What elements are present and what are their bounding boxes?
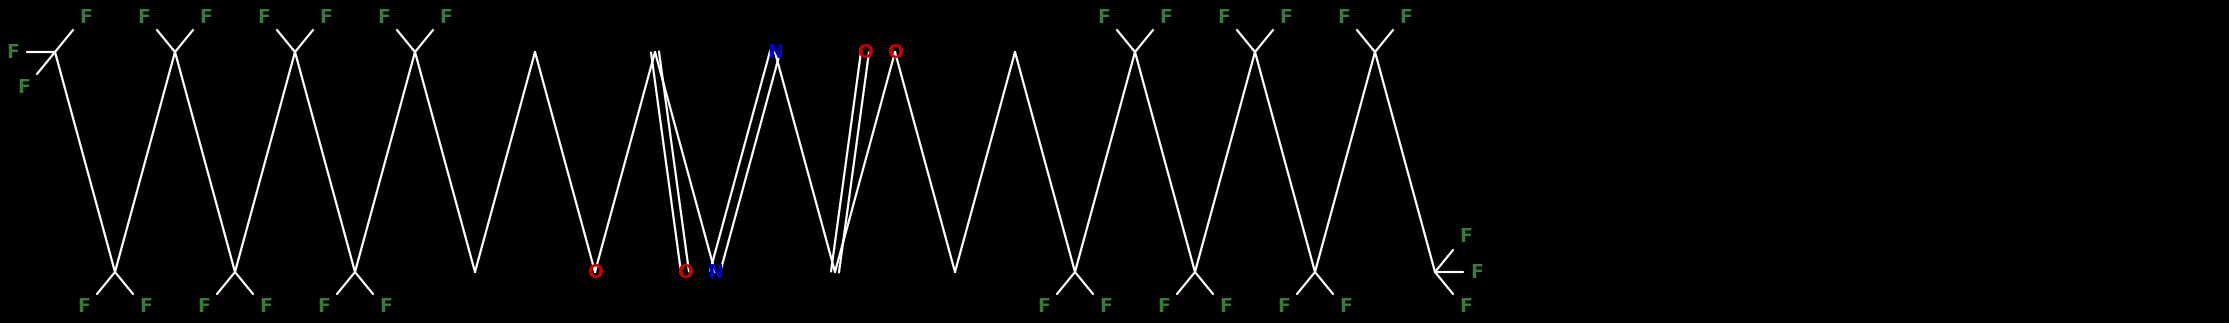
- Text: F: F: [1219, 297, 1233, 317]
- Text: F: F: [259, 7, 270, 26]
- Text: F: F: [1036, 297, 1050, 317]
- Text: F: F: [1460, 227, 1473, 246]
- Text: O: O: [887, 43, 903, 61]
- Text: O: O: [586, 263, 602, 282]
- Text: F: F: [259, 297, 272, 317]
- Text: F: F: [78, 297, 91, 317]
- Text: F: F: [1277, 297, 1291, 317]
- Text: F: F: [1471, 263, 1485, 282]
- Text: F: F: [1337, 7, 1351, 26]
- Text: F: F: [1097, 7, 1110, 26]
- Text: F: F: [379, 297, 392, 317]
- Text: F: F: [439, 7, 452, 26]
- Text: F: F: [317, 297, 330, 317]
- Text: F: F: [18, 78, 31, 97]
- Text: F: F: [80, 7, 91, 26]
- Text: F: F: [1099, 297, 1112, 317]
- Text: F: F: [1217, 7, 1230, 26]
- Text: F: F: [377, 7, 390, 26]
- Text: O: O: [858, 43, 874, 61]
- Text: F: F: [1157, 297, 1170, 317]
- Text: O: O: [678, 263, 693, 282]
- Text: F: F: [1340, 297, 1353, 317]
- Text: F: F: [1279, 7, 1293, 26]
- Text: F: F: [201, 7, 212, 26]
- Text: N: N: [707, 263, 722, 282]
- Text: F: F: [1159, 7, 1172, 26]
- Text: F: F: [140, 297, 152, 317]
- Text: F: F: [1400, 7, 1413, 26]
- Text: F: F: [1460, 297, 1473, 317]
- Text: F: F: [7, 43, 20, 61]
- Text: F: F: [138, 7, 149, 26]
- Text: F: F: [198, 297, 210, 317]
- Text: N: N: [767, 43, 782, 61]
- Text: F: F: [319, 7, 332, 26]
